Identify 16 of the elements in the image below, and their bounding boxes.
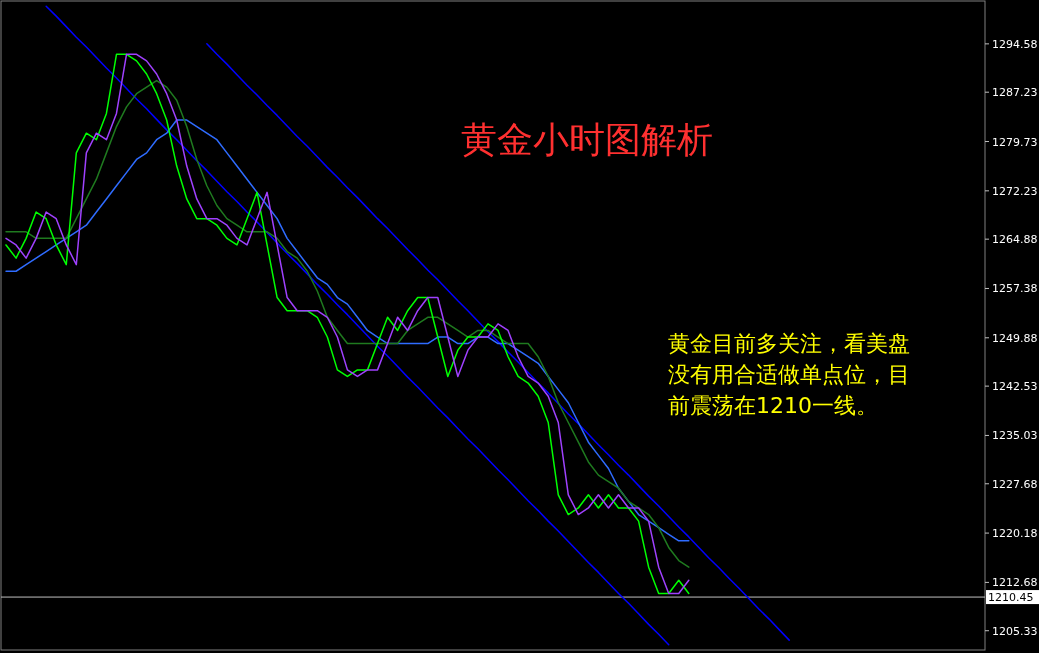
y-tick-label: 1279.73: [992, 135, 1038, 149]
y-tick-label: 1212.68: [992, 576, 1038, 590]
y-tick-label: 1264.88: [992, 233, 1038, 247]
y-tick-label: 1227.68: [992, 477, 1038, 491]
y-tick-label: 1272.23: [992, 184, 1038, 198]
y-tick-label: 1257.38: [992, 282, 1038, 296]
annotation: 黄金目前多关注，看美盘没有用合适做单点位，目前震荡在1210一线。: [668, 330, 911, 420]
text: 黄金小时图解析: [461, 120, 713, 160]
y-tick-label: 1235.03: [992, 429, 1038, 443]
y-tick-label: 1294.58: [992, 37, 1038, 51]
y-tick-label: 1205.33: [992, 624, 1038, 638]
ref-line-label: 1210.45: [988, 591, 1034, 605]
y-tick-label: 1287.23: [992, 86, 1038, 100]
y-tick-label: 1249.88: [992, 331, 1038, 345]
y-tick-label: 1242.53: [992, 380, 1038, 394]
y-tick-label: 1220.18: [992, 527, 1038, 541]
